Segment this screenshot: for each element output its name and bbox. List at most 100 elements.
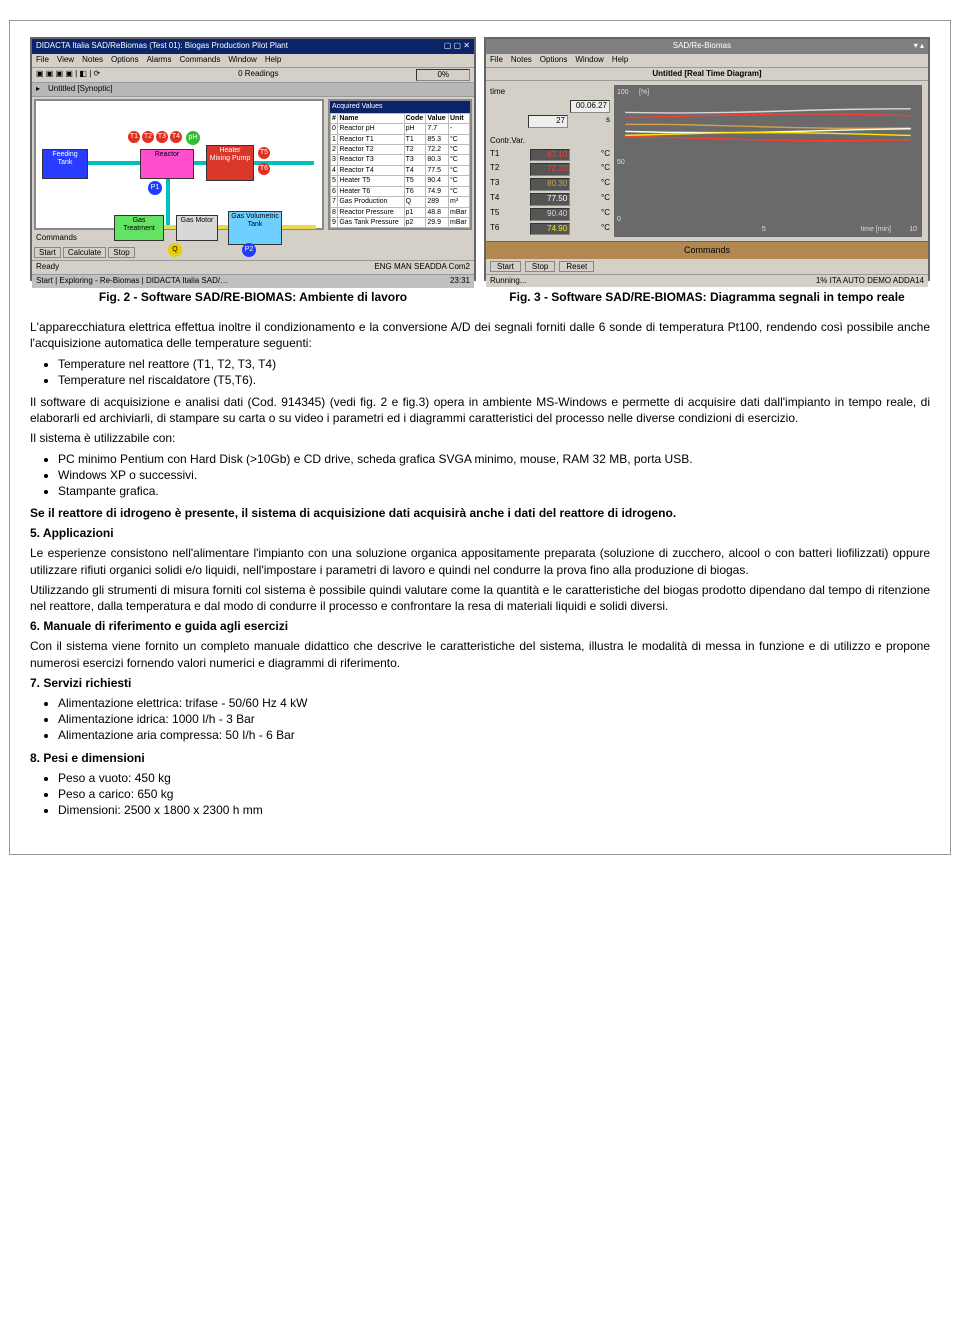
list-item: PC minimo Pentium con Hard Disk (>10Gb) … [58, 451, 930, 467]
menu-item[interactable]: Options [111, 55, 139, 66]
software-paragraph: Il software di acquisizione e analisi da… [30, 394, 930, 426]
t5-sensor-icon: T5 [258, 147, 270, 159]
heater-box: Heater Mixing Pump [206, 145, 254, 181]
rt-var-row: T187.10°C [490, 149, 610, 162]
menu-item[interactable]: File [490, 55, 503, 66]
menu-item[interactable]: Notes [82, 55, 103, 66]
table-row: 9Gas Tank Pressurep229.9mBar [331, 218, 470, 228]
list-item: Peso a vuoto: 450 kg [58, 770, 930, 786]
rt-button[interactable]: Stop [525, 261, 555, 272]
rt-chart: 100 [%] 50 0 5 time [min] 10 [614, 85, 922, 237]
left-screenshot: DIDACTA Italia SAD/ReBiomas (Test 01): B… [30, 37, 476, 281]
sub-title-bar: ▸ Untitled [Synoptic] [32, 83, 474, 97]
menu-item[interactable]: Commands [179, 55, 220, 66]
section-8-heading: 8. Pesi e dimensioni [30, 750, 930, 766]
rt-var-row: T477.50°C [490, 193, 610, 206]
rt-app-window: SAD/Re-Biomas ▾ ▴ File Notes Options Window… [484, 37, 930, 281]
tool-bar[interactable]: ▣ ▣ ▣ ▣ | ◧ | ⟳ 0 Readings 0% [32, 68, 474, 84]
list-item: Alimentazione elettrica: trifase - 50/60… [58, 695, 930, 711]
t1-sensor-icon: T1 [128, 131, 140, 143]
rt-title-bar: SAD/Re-Biomas ▾ ▴ [486, 39, 928, 54]
t2-sensor-icon: T2 [142, 131, 154, 143]
app-body: Feeding Tank Reactor Heater Mixing Pump … [32, 97, 474, 232]
right-screenshot: SAD/Re-Biomas ▾ ▴ File Notes Options Window… [484, 37, 930, 281]
timer-value: 00.06.27 [570, 100, 610, 113]
section-7-heading: 7. Servizi richiesti [30, 675, 930, 691]
table-row: 7Gas ProductionQ289m³ [331, 197, 470, 207]
toolbar-icons[interactable]: ▣ ▣ ▣ ▣ | ◧ | ⟳ [36, 69, 100, 82]
rt-button[interactable]: Reset [559, 261, 594, 272]
menu-item[interactable]: File [36, 55, 49, 66]
menu-item[interactable]: Window [575, 55, 603, 66]
menu-item[interactable]: Help [265, 55, 281, 66]
rt-side-panel: time 00.06.27 27 s Contr.Var. T187.10°CT2… [486, 81, 614, 241]
table-row: 3Reactor T3T380.3°C [331, 155, 470, 165]
sad-app-window: DIDACTA Italia SAD/ReBiomas (Test 01): B… [30, 37, 476, 281]
section-6-p: Con il sistema viene fornito un completo… [30, 638, 930, 670]
status-ready: Ready [36, 262, 59, 273]
rt-button[interactable]: Start [490, 261, 521, 272]
rt-subtitle-text: Untitled [Real Time Diagram] [652, 69, 761, 80]
readings-label: 0 Readings [108, 69, 408, 82]
taskbar[interactable]: Start | Exploring - Re-Biomas | DIDACTA … [32, 274, 474, 288]
status-bar: Ready ENG MAN SEADDA Com2 [32, 260, 474, 274]
menu-item[interactable]: Alarms [147, 55, 172, 66]
rt-window-controls[interactable]: ▾ ▴ [914, 41, 924, 52]
p1-sensor-icon: P1 [148, 181, 162, 195]
menu-item[interactable]: Help [612, 55, 628, 66]
synoptic-title: Untitled [Synoptic] [48, 84, 112, 95]
table-row: 1Reactor T1T185.3°C [331, 134, 470, 144]
rt-var-row: T674.90°C [490, 223, 610, 236]
timer-sec-unit: s [606, 115, 610, 128]
contrvar-label: Contr.Var. [490, 136, 610, 147]
caption-left: Fig. 2 - Software SAD/RE-BIOMAS: Ambient… [30, 289, 476, 305]
table-row: 4Reactor T4T477.5°C [331, 165, 470, 175]
rt-var-row: T590.40°C [490, 208, 610, 221]
list-item: Temperature nel riscaldatore (T5,T6). [58, 372, 930, 388]
section-5-heading: 5. Applicazioni [30, 525, 930, 541]
list-item: Dimensioni: 2500 x 1800 x 2300 h mm [58, 802, 930, 818]
caption-right: Fig. 3 - Software SAD/RE-BIOMAS: Diagram… [484, 289, 930, 305]
rt-menu-bar[interactable]: File Notes Options Window Help [486, 54, 928, 68]
rt-var-row: T380.30°C [490, 178, 610, 191]
command-button[interactable]: Stop [108, 247, 134, 258]
rt-subtitle: Untitled [Real Time Diagram] [486, 68, 928, 82]
timer-sec: 27 [528, 115, 568, 128]
window-controls[interactable]: ▢ ▢ ✕ [444, 41, 470, 52]
section-7-list: Alimentazione elettrica: trifase - 50/60… [30, 695, 930, 744]
synoptic-diagram: Feeding Tank Reactor Heater Mixing Pump … [34, 99, 324, 230]
ph-sensor-icon: pH [186, 131, 200, 145]
rt-status-bar: Running... 1% ITA AUTO DEMO ADDA14 [486, 274, 928, 288]
command-button[interactable]: Calculate [63, 247, 106, 258]
t4-sensor-icon: T4 [170, 131, 182, 143]
list-item: Temperature nel reattore (T1, T2, T3, T4… [58, 356, 930, 372]
timer-label: time [490, 87, 505, 98]
menu-item[interactable]: View [57, 55, 74, 66]
document-page: DIDACTA Italia SAD/ReBiomas (Test 01): B… [9, 20, 951, 855]
table-row: 2Reactor T2T272.2°C [331, 144, 470, 154]
screenshot-row: DIDACTA Italia SAD/ReBiomas (Test 01): B… [30, 37, 930, 281]
t3-sensor-icon: T3 [156, 131, 168, 143]
rt-body: time 00.06.27 27 s Contr.Var. T187.10°CT2… [486, 81, 928, 241]
rt-status-running: Running... [490, 276, 526, 287]
table-row: 0Reactor pHpH7.7- [331, 124, 470, 134]
gas-volumetric-box: Gas Volumetric Tank [228, 211, 282, 245]
menu-bar[interactable]: File View Notes Options Alarms Commands Window… [32, 54, 474, 68]
values-table: #NameCodeValueUnit 0Reactor pHpH7.7-1Rea… [330, 113, 470, 229]
menu-item[interactable]: Options [540, 55, 568, 66]
table-row: 5Heater T5T590.4°C [331, 176, 470, 186]
rt-var-row: T272.20°C [490, 163, 610, 176]
section-6-heading: 6. Manuale di riferimento e guida agli e… [30, 618, 930, 634]
menu-item[interactable]: Window [228, 55, 256, 66]
intro-paragraph: L'apparecchiatura elettrica effettua ino… [30, 319, 930, 351]
progress-bar: 0% [416, 69, 470, 82]
rt-window-title: SAD/Re-Biomas [490, 41, 914, 52]
hydrogen-note: Se il reattore di idrogeno è presente, i… [30, 505, 930, 521]
menu-item[interactable]: Notes [511, 55, 532, 66]
feeding-tank-box: Feeding Tank [42, 149, 88, 179]
document-body: L'apparecchiatura elettrica effettua ino… [30, 319, 930, 818]
list-item: Alimentazione idrica: 1000 I/h - 3 Bar [58, 711, 930, 727]
command-button[interactable]: Start [34, 247, 61, 258]
acquired-values-panel: Acquired Values #NameCodeValueUnit 0Reac… [328, 99, 472, 230]
gas-motor-box: Gas Motor [176, 215, 218, 241]
